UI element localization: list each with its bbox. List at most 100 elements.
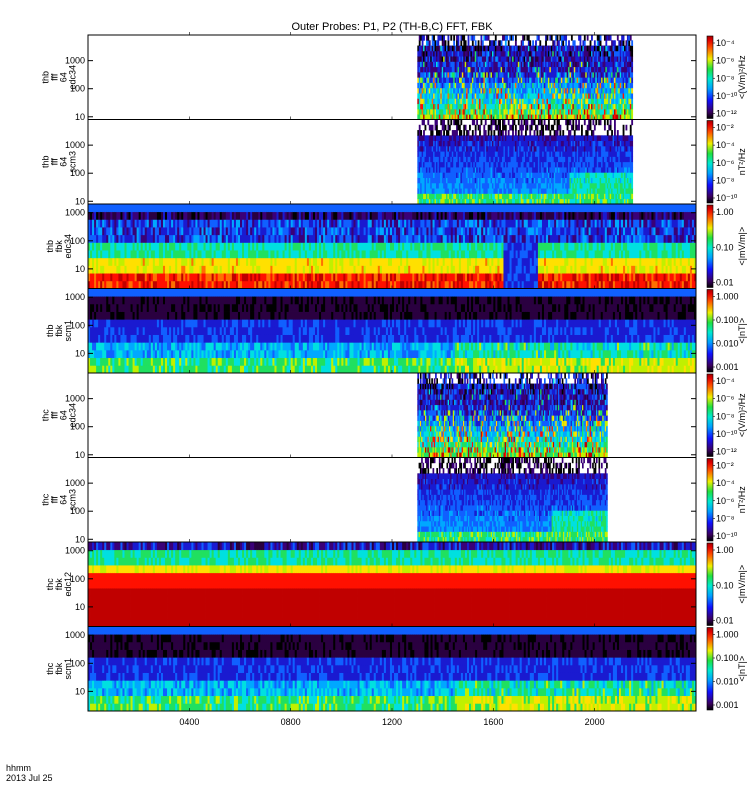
colorbar: 10⁻⁴10⁻⁶10⁻⁸10⁻¹⁰10⁻¹²<(V/m)²/Hz — [707, 36, 747, 119]
figure-title: Outer Probes: P1, P2 (TH-B,C) FFT, FBK — [291, 21, 493, 33]
heat-cell — [580, 40, 582, 46]
heat-cell — [526, 120, 528, 126]
heat-cell — [488, 130, 490, 136]
heat-cell — [580, 35, 582, 41]
heat-cell — [443, 35, 445, 41]
heat-cell — [436, 125, 438, 131]
heat-cell — [631, 88, 633, 94]
heat-cell — [475, 40, 477, 46]
heat-cell — [529, 130, 531, 136]
heat-cell — [503, 120, 505, 126]
colorbar-tick-label: 10⁻⁶ — [716, 158, 735, 168]
heat-cell — [611, 130, 613, 136]
heat-cell — [631, 172, 633, 178]
heat-cell — [459, 125, 461, 131]
heat-cell — [495, 120, 497, 126]
heat-cell — [614, 40, 616, 46]
heat-cell — [420, 130, 422, 136]
panel-ylabel: thbfff64edc34 — [41, 65, 78, 90]
heat-cell — [604, 125, 606, 131]
heat-cell — [469, 125, 471, 131]
heat-cell — [623, 125, 625, 131]
heat-cell — [548, 125, 550, 131]
heat-cell — [419, 40, 421, 46]
heat-cell — [610, 35, 612, 41]
heat-cell — [600, 120, 602, 126]
colorbar-tick-label: 10⁻¹⁰ — [716, 193, 738, 203]
heat-cell — [436, 120, 438, 126]
heat-cell — [617, 35, 619, 41]
heat-cell — [499, 125, 501, 131]
heat-cell — [465, 40, 467, 46]
heat-cell — [447, 40, 449, 46]
heat-cell — [587, 35, 589, 41]
heat-cell — [450, 120, 452, 126]
heat-cell — [463, 35, 465, 41]
heat-cell — [631, 120, 633, 126]
colorbar-tick-label: 10⁻¹² — [716, 109, 737, 119]
heat-cell — [578, 125, 580, 131]
heat-cell — [557, 35, 559, 41]
heat-cell — [594, 40, 596, 46]
heat-cell — [514, 120, 516, 126]
heat-cell — [427, 35, 429, 41]
heat-cell — [541, 120, 543, 126]
heat-cell — [506, 35, 508, 41]
heat-cell — [558, 120, 560, 126]
heat-cell — [594, 125, 596, 131]
heat-cell — [472, 130, 474, 136]
heat-cell — [568, 40, 570, 46]
heat-cell — [617, 130, 619, 136]
heat-cell — [562, 40, 564, 46]
heat-cell — [481, 35, 483, 41]
heat-cell — [623, 40, 625, 46]
heat-cell — [473, 35, 475, 41]
heat-cell — [547, 35, 549, 41]
heat-cell — [450, 35, 452, 41]
heat-cell — [570, 130, 572, 136]
heat-cell — [591, 35, 593, 41]
heat-cell — [631, 162, 633, 168]
heat-cell — [610, 120, 612, 126]
colorbar: 10⁻²10⁻⁴10⁻⁶10⁻⁸10⁻¹⁰nT²/Hz — [707, 121, 747, 204]
heat-cell — [571, 35, 573, 41]
heat-cell — [631, 67, 633, 73]
heat-cell — [482, 40, 484, 46]
heat-cell — [445, 125, 447, 131]
colorbar-label: nT²/Hz — [737, 148, 747, 176]
heat-cell — [628, 40, 630, 46]
heat-cell — [524, 35, 526, 41]
heat-cell — [526, 125, 528, 131]
heat-cell — [532, 40, 534, 46]
heat-cell — [630, 125, 632, 131]
heat-cell — [433, 35, 435, 41]
heat-cell — [558, 40, 560, 46]
panel-2: 101001000thbfff64scm310⁻²10⁻⁴10⁻⁶10⁻⁸10⁻… — [41, 120, 748, 207]
heat-cell — [458, 40, 460, 46]
heat-cell — [539, 40, 541, 46]
heat-cell — [483, 125, 485, 131]
heat-cell — [445, 40, 447, 46]
heat-cell — [463, 130, 465, 136]
heat-cell — [453, 40, 455, 46]
heat-cell — [429, 40, 431, 46]
heat-cell — [515, 40, 517, 46]
heat-cell — [488, 35, 490, 41]
heat-cell — [495, 35, 497, 41]
heat-cell — [502, 130, 504, 136]
y-tick-label: 10 — [75, 112, 85, 122]
heat-cell — [570, 120, 572, 126]
heat-cell — [559, 125, 561, 131]
colorbar-gradient — [707, 121, 713, 204]
heat-cell — [491, 125, 493, 131]
heat-cell — [472, 40, 474, 46]
heat-cell — [562, 130, 564, 136]
heat-cell — [531, 125, 533, 131]
heat-cell — [515, 125, 517, 131]
heat-cell — [423, 120, 425, 126]
heat-cell — [505, 40, 507, 46]
heat-cell — [544, 120, 546, 126]
heat-cell — [460, 130, 462, 136]
heat-cell — [565, 40, 567, 46]
